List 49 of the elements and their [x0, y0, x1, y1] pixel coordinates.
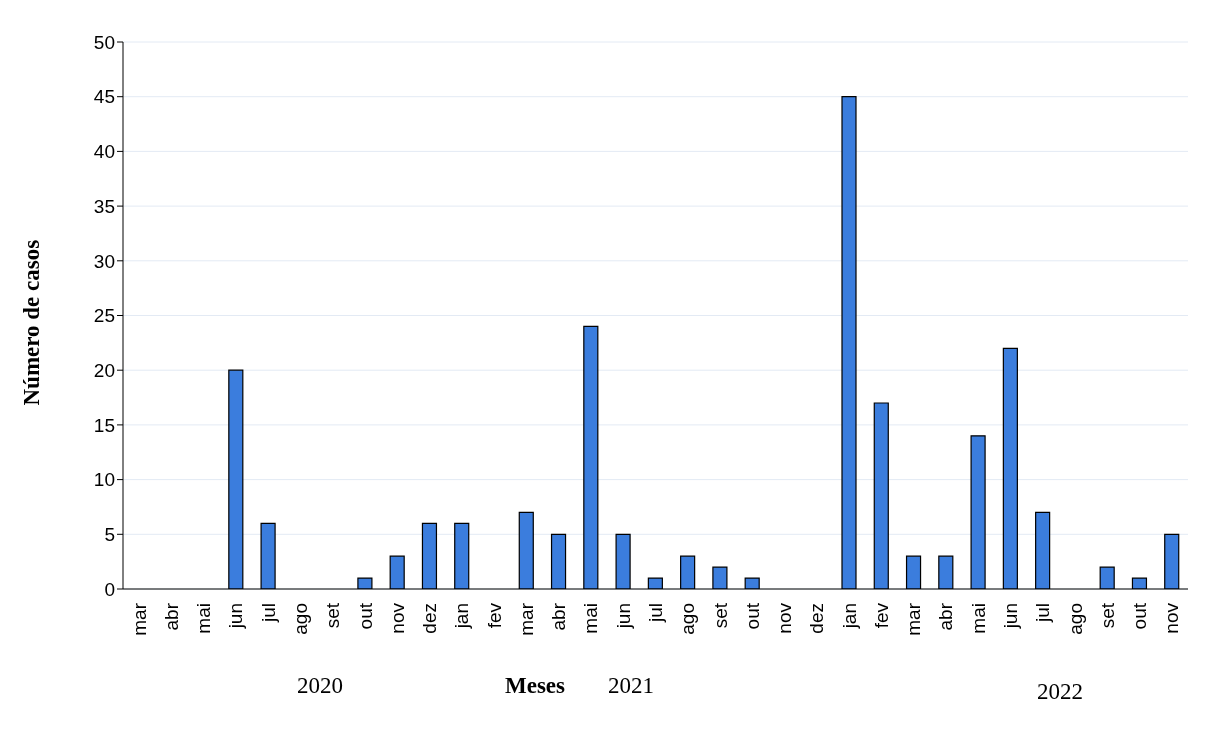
x-tick-label: ago	[1064, 603, 1086, 635]
x-tick-label: mai	[580, 603, 602, 634]
x-tick-label: abr	[160, 602, 182, 631]
y-tick-label: 10	[93, 469, 115, 491]
x-tick-label: out	[354, 602, 376, 630]
x-tick-label: out	[1129, 602, 1151, 630]
x-tick-label: nov	[774, 602, 796, 634]
y-axis-title: Número de casos	[19, 239, 45, 406]
x-tick-label: mar	[128, 602, 150, 636]
x-tick-label: jun	[225, 603, 247, 630]
text: 2020	[297, 673, 343, 699]
x-tick-label: jul	[257, 603, 279, 624]
y-tick-label: 25	[93, 305, 115, 327]
x-tick-label: mar	[903, 602, 925, 636]
x-tick-label: dez	[806, 603, 828, 634]
x-tick-label: jan	[451, 603, 473, 630]
x-tick-label: fev	[483, 602, 505, 629]
x-tick-label: mai	[967, 603, 989, 634]
x-tick-label: ago	[290, 603, 311, 635]
y-tick-label: 40	[93, 141, 115, 163]
x-tick-label: jan	[838, 603, 860, 630]
x-tick-label: fev	[870, 602, 892, 629]
x-tick-label: nov	[1161, 602, 1183, 634]
x-tick-label: mai	[193, 603, 215, 634]
x-tick-label: abr	[935, 602, 957, 631]
x-tick-label: set	[1096, 602, 1118, 629]
x-tick-label: jul	[645, 603, 666, 624]
x-tick-label: jun	[612, 603, 634, 630]
x-tick-label: ago	[677, 603, 699, 635]
y-tick-label: 0	[104, 578, 115, 600]
y-tick-label: 35	[93, 195, 115, 217]
y-tick-label: 30	[93, 250, 115, 272]
text: 2022	[1037, 679, 1083, 705]
x-tick-label: abr	[548, 602, 570, 631]
text: 2021	[608, 673, 654, 699]
x-tick-label: set	[709, 602, 731, 629]
x-tick-label: set	[322, 602, 344, 629]
x-tick-label: jun	[1000, 603, 1021, 630]
y-tick-label: 15	[93, 414, 115, 436]
x-tick-label: jul	[1032, 603, 1054, 624]
y-tick-label: 20	[93, 359, 115, 381]
y-tick-label: 45	[93, 86, 115, 108]
x-tick-label: dez	[419, 603, 441, 634]
x-tick-label: out	[741, 602, 763, 630]
y-tick-label: 50	[93, 31, 115, 53]
x-tick-label: nov	[386, 602, 408, 634]
y-tick-label: 5	[104, 524, 115, 546]
x-axis-title: Meses	[504, 673, 566, 699]
x-tick-label: mar	[515, 602, 537, 636]
